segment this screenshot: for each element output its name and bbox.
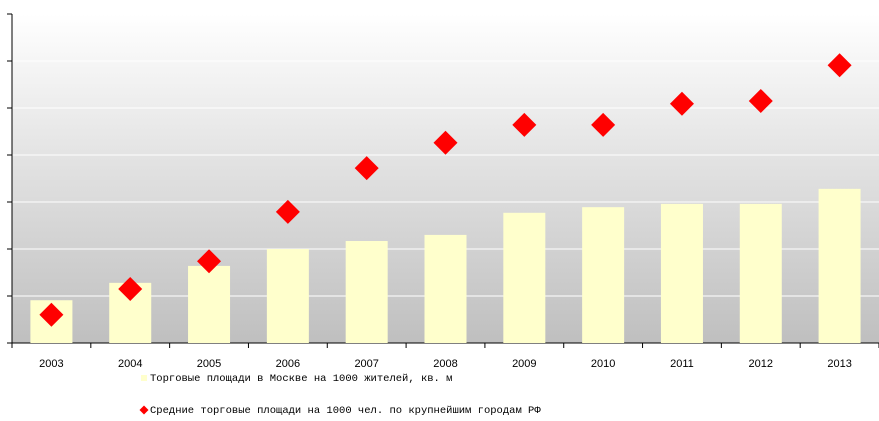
bar <box>503 212 546 343</box>
x-tick-label: 2010 <box>591 358 615 370</box>
legend-swatch <box>141 375 147 381</box>
bar <box>660 203 703 343</box>
x-tick-label: 2003 <box>39 358 63 370</box>
x-tick-label: 2011 <box>670 358 694 370</box>
point <box>827 53 852 78</box>
point <box>433 130 458 155</box>
x-tick-label: 2012 <box>749 358 773 370</box>
point <box>669 91 694 116</box>
x-tick-label: 2008 <box>433 358 457 370</box>
bar <box>582 207 625 343</box>
legend-label: Торговые площади в Москве на 1000 жителе… <box>150 373 452 385</box>
point <box>197 249 222 274</box>
point <box>39 302 64 327</box>
point <box>354 156 379 181</box>
x-tick-label: 2005 <box>197 358 221 370</box>
legend-swatch <box>139 405 149 415</box>
bar <box>266 249 309 343</box>
bar <box>424 234 467 343</box>
x-tick-label: 2009 <box>512 358 536 370</box>
x-tick-label: 2007 <box>354 358 378 370</box>
point <box>275 199 300 224</box>
bar <box>345 241 388 343</box>
bar <box>818 188 861 343</box>
point <box>748 88 773 113</box>
bar <box>188 265 231 343</box>
x-tick-label: 2013 <box>827 358 851 370</box>
bar <box>739 203 782 343</box>
point <box>591 112 616 137</box>
legend-label: Средние торговые площади на 1000 чел. по… <box>150 405 541 417</box>
point <box>118 276 143 301</box>
point <box>512 112 537 137</box>
x-tick-label: 2004 <box>118 358 142 370</box>
x-tick-label: 2006 <box>276 358 300 370</box>
